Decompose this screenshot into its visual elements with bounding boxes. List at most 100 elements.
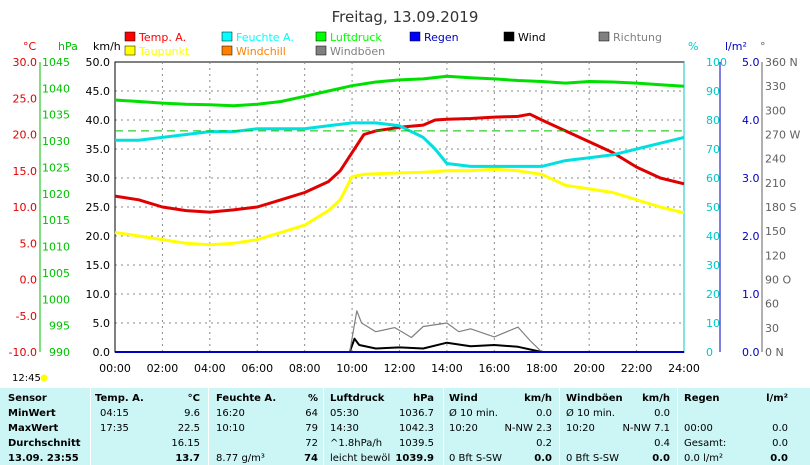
series-line-wind xyxy=(348,337,543,353)
series-line-taupunkt xyxy=(114,167,685,247)
y-tick-label: 60 xyxy=(765,298,779,311)
y-tick-label: 1.0 xyxy=(742,288,760,301)
x-tick-label: 00:00 xyxy=(99,362,131,375)
y-tick-label: 1030 xyxy=(42,135,70,148)
y-tick-label: 0 N xyxy=(765,346,784,359)
pressure-value: 1039.5 xyxy=(399,438,434,449)
row-label: MaxWert xyxy=(8,423,59,434)
gust-value: 0.0 xyxy=(654,408,670,419)
y-tick-label: 20 xyxy=(706,288,720,301)
x-tick-label: 14:00 xyxy=(431,362,463,375)
table-column-separator xyxy=(677,388,678,465)
gust-time: 10:20 xyxy=(566,423,595,434)
gust-direction: N-NW 7.1 xyxy=(622,423,670,434)
humidity-value: 74 xyxy=(304,453,318,464)
header-rain-unit: l/m² xyxy=(766,393,788,404)
y-tick-label: 210 xyxy=(765,177,786,190)
humidity-time: 8.77 g/m³ xyxy=(216,453,265,464)
row-label: 13.09. 23:55 xyxy=(8,453,79,464)
table-column-separator xyxy=(90,388,91,465)
y-tick-label: 10 xyxy=(706,317,720,330)
header-wind: Wind xyxy=(449,393,478,404)
y-tick-label: 45.0 xyxy=(86,85,111,98)
x-tick-label: 08:00 xyxy=(289,362,321,375)
table-column-separator xyxy=(559,388,560,465)
x-tick-label: 22:00 xyxy=(621,362,653,375)
annotations: 12:45 xyxy=(12,130,684,384)
axis-unit-labels: °C hPa km/h% l/m² ° xyxy=(23,40,766,53)
pressure-value: 1039.9 xyxy=(395,453,434,464)
x-tick-label: 04:00 xyxy=(194,362,226,375)
gust-value: 0.4 xyxy=(654,438,670,449)
y-tick-label: 1035 xyxy=(42,109,70,122)
x-tick-label: 20:00 xyxy=(573,362,605,375)
pressure-value: 1036.7 xyxy=(399,408,434,419)
y-tick-label: 40 xyxy=(706,230,720,243)
header-gust: Windböen xyxy=(566,393,623,404)
humidity-time: 10:10 xyxy=(216,423,245,434)
wind-value: 0.0 xyxy=(536,408,552,419)
pressure-time: 05:30 xyxy=(330,408,359,419)
legend: Temp. A.Taupunkt Feuchte A.Windchill Luftd… xyxy=(124,31,662,58)
y-tick-label: 995 xyxy=(49,320,70,333)
statistics-table: Sensor Temp. A. °C Feuchte A.% Luftdruck hPa W… xyxy=(0,388,810,465)
pressure-time: 14:30 xyxy=(330,423,359,434)
pressure-time: leicht bewöl xyxy=(330,453,391,464)
y-tick-label: -10.0 xyxy=(9,346,37,359)
y-tick-label: 30.0 xyxy=(13,56,38,69)
y-tick-label: 80 xyxy=(706,114,720,127)
wind-value: 0.0 xyxy=(534,453,552,464)
legend-swatch xyxy=(503,31,515,42)
series-line-luftdruck xyxy=(114,74,685,108)
y-tick-label: 1045 xyxy=(42,56,70,69)
data-series xyxy=(114,74,685,353)
y-tick-label: 50 xyxy=(706,201,720,214)
y-tick-label: 20.0 xyxy=(13,129,38,142)
y-tick-label: 90 xyxy=(706,85,720,98)
header-sensor: Sensor xyxy=(8,393,47,404)
y-tick-label: 100 xyxy=(706,56,727,69)
y-tick-label: 1015 xyxy=(42,214,70,227)
rain-value: 0.0 xyxy=(772,423,788,434)
row-label: MinWert xyxy=(8,408,56,419)
rain-time: 00:00 xyxy=(684,423,713,434)
y-tick-label: 1005 xyxy=(42,267,70,280)
time-marker-label: 12:45 xyxy=(12,373,41,384)
y-tick-label: 1000 xyxy=(42,293,70,306)
wind-time: Ø 10 min. xyxy=(449,408,498,419)
y-tick-label: 25.0 xyxy=(86,201,111,214)
legend-label: Wind xyxy=(518,31,546,44)
y-tick-label: 5.0 xyxy=(20,237,38,250)
y-tick-label: 0.0 xyxy=(742,346,760,359)
legend-swatch xyxy=(315,31,327,42)
y-tick-label: 15.0 xyxy=(13,165,38,178)
y-axis-unit-label: % xyxy=(688,40,698,53)
legend-swatch xyxy=(124,31,136,42)
y-tick-label: 300 xyxy=(765,104,786,117)
humidity-value: 72 xyxy=(305,438,318,449)
legend-label: Luftdruck xyxy=(330,31,382,44)
wind-value: 0.2 xyxy=(536,438,552,449)
legend-label: Regen xyxy=(424,31,459,44)
y-tick-label: 3.0 xyxy=(742,172,760,185)
temp-time: 04:15 xyxy=(100,408,129,419)
y-tick-label: 0.0 xyxy=(20,274,38,287)
table-column-separator xyxy=(208,388,209,465)
header-pressure-unit: hPa xyxy=(413,393,434,404)
legend-label: Feuchte A. xyxy=(236,31,294,44)
axis-ticks: 30.0 25.0 20.0 15.0 10.0 5.0 0.0 -5.0 -10.0 1045 1… xyxy=(9,56,801,375)
series-line-feuchte-a- xyxy=(115,121,685,168)
table-column-separator xyxy=(443,388,444,465)
rain-time: Gesamt: xyxy=(684,438,727,449)
y-tick-label: 5.0 xyxy=(742,56,760,69)
y-tick-label: 120 xyxy=(765,249,786,262)
y-tick-label: 180 S xyxy=(765,201,796,214)
humidity-value: 64 xyxy=(305,408,318,419)
y-axis-unit-label: hPa xyxy=(58,40,78,53)
wind-time: 0 Bft S-SW xyxy=(449,453,503,464)
y-tick-label: -5.0 xyxy=(16,310,37,323)
legend-swatch xyxy=(221,45,233,56)
x-tick-label: 06:00 xyxy=(241,362,273,375)
y-tick-label: 330 xyxy=(765,80,786,93)
legend-label: Windböen xyxy=(330,45,385,58)
